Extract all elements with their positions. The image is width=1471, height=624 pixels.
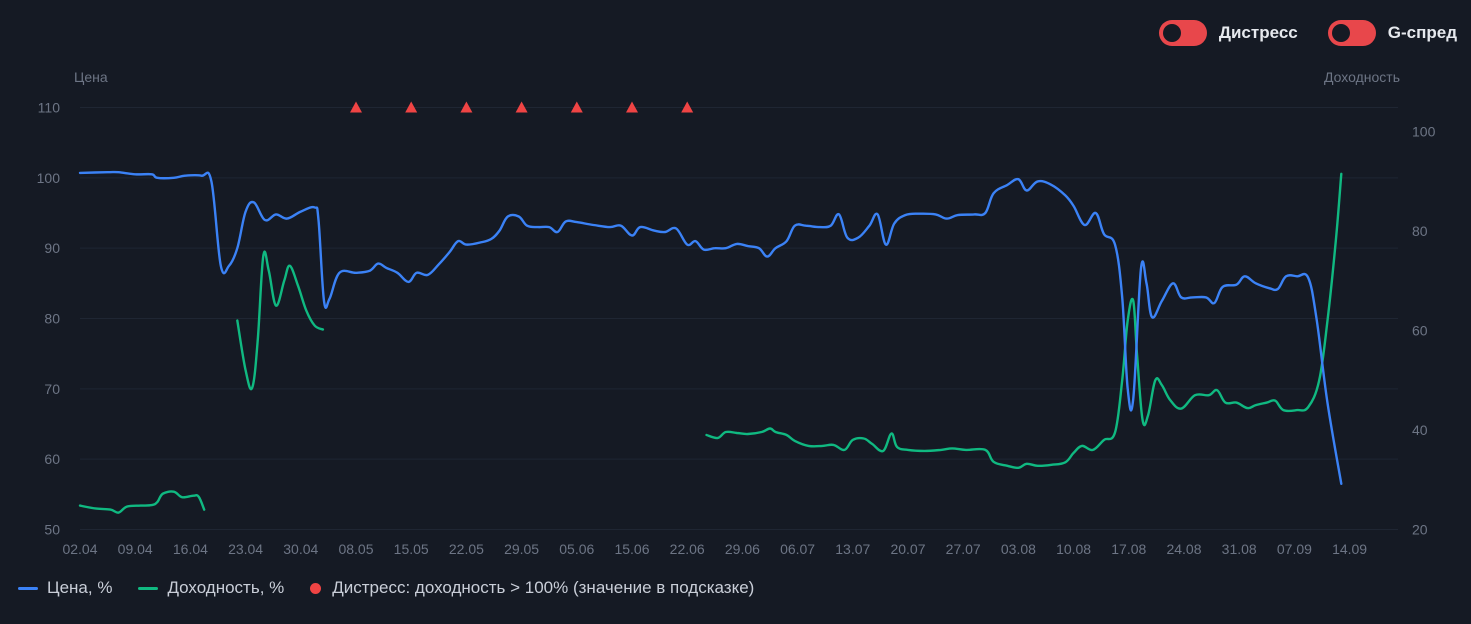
left-tick-label: 100 bbox=[37, 170, 61, 186]
distress-switch[interactable] bbox=[1158, 20, 1207, 46]
distress-marker[interactable] bbox=[405, 101, 418, 113]
distress-marker[interactable] bbox=[350, 101, 362, 113]
distress-marker[interactable] bbox=[681, 101, 694, 113]
x-tick-label: 08.05 bbox=[338, 541, 373, 557]
x-tick-label: 30.04 bbox=[283, 541, 318, 557]
legend-item-distress[interactable]: Дистресс: доходность > 100% (значение в … bbox=[310, 578, 754, 598]
x-tick-label: 15.06 bbox=[614, 541, 649, 557]
x-tick-label: 06.07 bbox=[780, 541, 815, 557]
distress-toggle-label: Дистресс bbox=[1218, 23, 1298, 42]
x-tick-label: 09.04 bbox=[118, 541, 153, 557]
legend-label-price: Цена, % bbox=[47, 578, 113, 597]
x-tick-label: 31.08 bbox=[1222, 541, 1257, 557]
right-axis-title: Доходность bbox=[1324, 69, 1400, 85]
x-tick-label: 29.05 bbox=[504, 541, 539, 557]
legend-label-yield: Доходность, % bbox=[167, 578, 285, 597]
g-spread-toggle[interactable]: G-спред bbox=[1327, 20, 1457, 46]
x-tick-label: 29.06 bbox=[725, 541, 760, 557]
right-tick-label: 20 bbox=[1412, 522, 1428, 538]
distress-toggle[interactable]: Дистресс bbox=[1158, 20, 1298, 46]
left-tick-label: 80 bbox=[44, 311, 60, 327]
distress-marker[interactable] bbox=[460, 101, 473, 113]
x-tick-label: 07.09 bbox=[1277, 541, 1312, 557]
x-tick-label: 17.08 bbox=[1111, 541, 1146, 557]
yield-series-line-segment[interactable] bbox=[236, 250, 325, 391]
grid bbox=[80, 107, 1398, 530]
legend-item-price[interactable]: Цена, % bbox=[18, 578, 112, 598]
distress-marker[interactable] bbox=[626, 101, 638, 113]
g-spread-switch[interactable] bbox=[1327, 20, 1376, 46]
x-tick-label: 15.05 bbox=[394, 541, 429, 557]
x-tick-label: 23.04 bbox=[228, 541, 263, 557]
right-tick-label: 100 bbox=[1412, 124, 1436, 140]
left-axis-ticks: 50 60 70 80 90 100 110 bbox=[37, 100, 61, 538]
x-tick-label: 22.06 bbox=[670, 541, 705, 557]
switch-knob bbox=[1331, 24, 1350, 42]
g-spread-toggle-label: G-спред bbox=[1387, 23, 1457, 42]
price-series-line[interactable] bbox=[78, 170, 1343, 485]
x-tick-label: 27.07 bbox=[946, 541, 981, 557]
distress-markers bbox=[350, 101, 694, 113]
left-tick-label: 90 bbox=[44, 240, 60, 256]
legend-item-yield[interactable]: Доходность, % bbox=[138, 578, 284, 598]
right-tick-label: 80 bbox=[1412, 223, 1428, 239]
left-tick-label: 70 bbox=[44, 381, 60, 397]
distress-marker[interactable] bbox=[570, 101, 583, 113]
x-tick-label: 14.09 bbox=[1332, 541, 1367, 557]
legend-line-price-icon bbox=[18, 586, 38, 590]
right-tick-label: 60 bbox=[1412, 323, 1428, 339]
price-yield-chart: Цена Доходность 50 60 70 80 90 100 110 20 40 60 8… bbox=[37, 69, 1436, 557]
x-tick-label: 03.08 bbox=[1001, 541, 1036, 557]
left-tick-label: 50 bbox=[44, 522, 60, 538]
x-tick-label: 10.08 bbox=[1056, 541, 1091, 557]
x-tick-label: 22.05 bbox=[449, 541, 484, 557]
toggle-bar: Дистресс G-спред bbox=[1129, 20, 1457, 46]
legend-line-yield-icon bbox=[138, 586, 159, 590]
right-axis-ticks: 20 40 60 80 100 bbox=[1412, 124, 1436, 538]
legend: Цена, % Доходность, % Дистресс: доходнос… bbox=[18, 578, 780, 598]
left-tick-label: 110 bbox=[38, 100, 61, 116]
distress-marker[interactable] bbox=[515, 101, 528, 113]
x-tick-label: 13.07 bbox=[835, 541, 870, 557]
left-axis-title: Цена bbox=[74, 69, 108, 85]
legend-dot-distress-icon bbox=[310, 582, 322, 594]
yield-series-line-segment[interactable] bbox=[705, 172, 1343, 470]
switch-knob bbox=[1162, 24, 1181, 42]
series bbox=[78, 170, 1343, 514]
x-tick-label: 20.07 bbox=[890, 541, 925, 557]
legend-label-distress: Дистресс: доходность > 100% (значение в … bbox=[332, 578, 755, 597]
x-tick-label: 02.04 bbox=[62, 541, 97, 557]
left-tick-label: 60 bbox=[44, 451, 60, 467]
x-axis-ticks: 02.04 09.04 16.04 23.04 30.04 08.05 15.05 22.05… bbox=[62, 541, 1367, 557]
x-tick-label: 16.04 bbox=[173, 541, 208, 557]
yield-series-line-segment[interactable] bbox=[78, 490, 206, 514]
x-tick-label: 05.06 bbox=[559, 541, 594, 557]
right-tick-label: 40 bbox=[1412, 422, 1428, 438]
x-tick-label: 24.08 bbox=[1166, 541, 1201, 557]
